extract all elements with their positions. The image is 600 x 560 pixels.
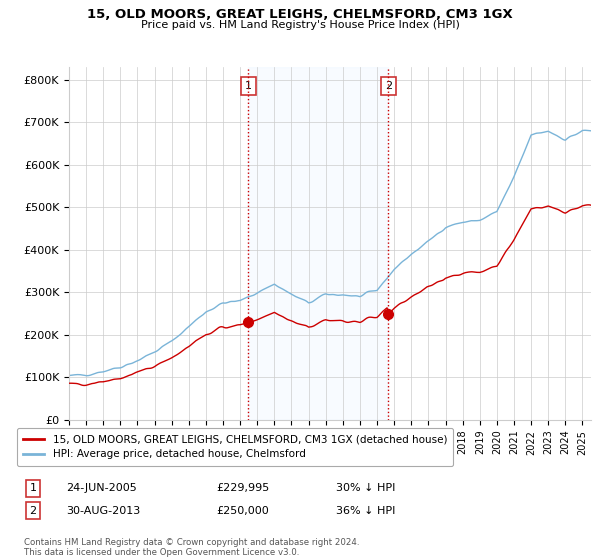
Text: 2: 2	[29, 506, 37, 516]
Text: Price paid vs. HM Land Registry's House Price Index (HPI): Price paid vs. HM Land Registry's House …	[140, 20, 460, 30]
Text: 15, OLD MOORS, GREAT LEIGHS, CHELMSFORD, CM3 1GX: 15, OLD MOORS, GREAT LEIGHS, CHELMSFORD,…	[87, 8, 513, 21]
Text: £229,995: £229,995	[216, 483, 269, 493]
Text: 1: 1	[29, 483, 37, 493]
Text: £250,000: £250,000	[216, 506, 269, 516]
Text: 1: 1	[245, 81, 252, 91]
Text: Contains HM Land Registry data © Crown copyright and database right 2024.
This d: Contains HM Land Registry data © Crown c…	[24, 538, 359, 557]
Bar	[248, 67, 388, 420]
Text: 24-JUN-2005: 24-JUN-2005	[66, 483, 137, 493]
Text: 30-AUG-2013: 30-AUG-2013	[66, 506, 140, 516]
Text: 30% ↓ HPI: 30% ↓ HPI	[336, 483, 395, 493]
Text: 2: 2	[385, 81, 392, 91]
Text: 36% ↓ HPI: 36% ↓ HPI	[336, 506, 395, 516]
Legend: 15, OLD MOORS, GREAT LEIGHS, CHELMSFORD, CM3 1GX (detached house), HPI: Average : 15, OLD MOORS, GREAT LEIGHS, CHELMSFORD,…	[17, 428, 454, 466]
